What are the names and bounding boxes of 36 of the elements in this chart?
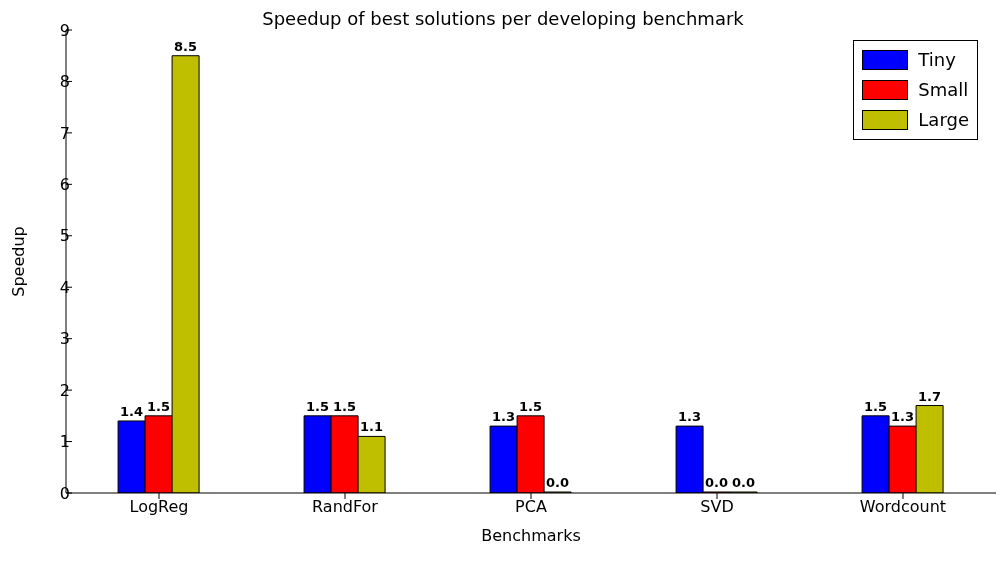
chart-title: Speedup of best solutions per developing benchmark [262,8,744,29]
data-label: 0.0 [546,475,570,490]
data-label: 1.4 [120,403,144,419]
y-tick-label: 4 [59,277,70,297]
data-label: 1.7 [918,388,942,404]
x-tick-label: RandFor [312,497,379,517]
data-label: 0.0 [705,475,729,490]
x-tick-label: LogReg [129,497,189,517]
y-tick-label: 5 [59,226,70,246]
data-label: 8.5 [174,38,198,54]
y-tick-label: 8 [59,72,70,92]
y-tick-label: 1 [59,432,70,452]
y-tick-label: 7 [59,123,70,143]
x-tick-label: SVD [700,497,734,517]
data-label: 1.3 [891,409,915,425]
data-label: 1.5 [333,398,357,414]
data-label: 1.5 [147,398,171,414]
y-tick-label: 9 [59,20,70,40]
legend-label: Tiny [918,48,956,72]
x-tick-label: PCA [515,497,547,517]
y-tick-label: 6 [59,175,70,195]
data-label: 1.3 [492,409,516,425]
y-axis-title: Speedup [8,226,28,297]
y-tick-label: 2 [59,380,70,400]
y-tick-label: 3 [59,329,70,349]
data-label: 1.5 [306,398,330,414]
legend-label: Large [918,108,969,132]
data-label: 0.0 [732,475,756,490]
data-label: 1.3 [678,409,702,425]
data-label: 1.1 [360,419,384,435]
x-axis-title: Benchmarks [481,526,581,545]
legend-label: Small [918,78,969,102]
data-label: 1.5 [519,398,543,414]
y-tick-label: 0 [59,483,70,503]
x-tick-label: Wordcount [859,497,947,517]
data-label: 1.5 [864,398,888,414]
